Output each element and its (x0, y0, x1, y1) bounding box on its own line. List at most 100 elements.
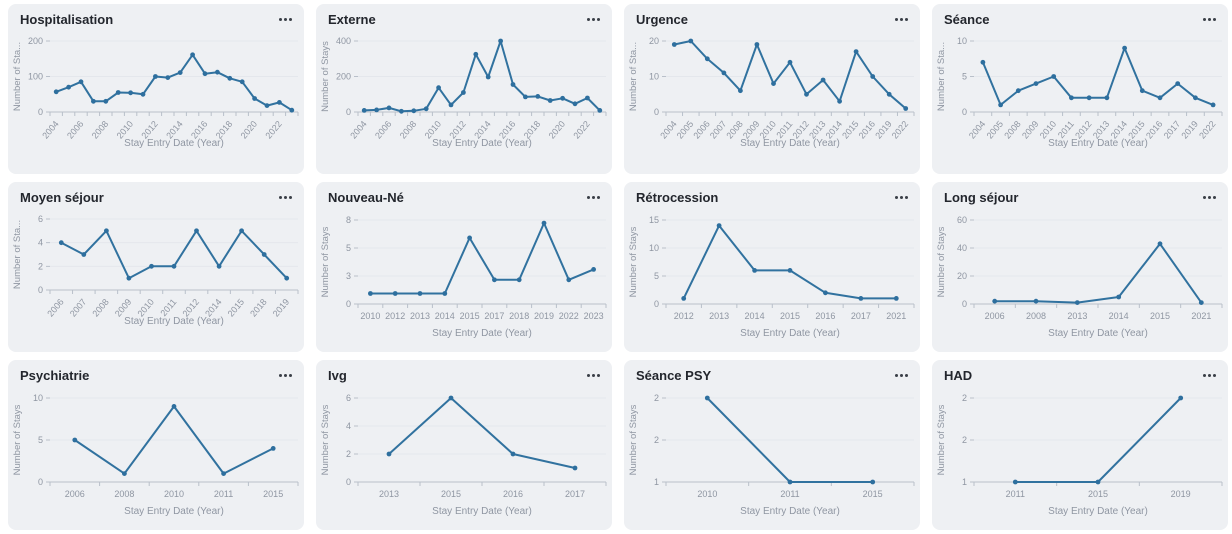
data-point[interactable] (893, 296, 899, 301)
data-point[interactable] (752, 268, 757, 273)
data-point[interactable] (1139, 88, 1145, 94)
data-point[interactable] (270, 446, 276, 451)
data-point[interactable] (837, 98, 842, 104)
data-point[interactable] (104, 228, 109, 234)
data-point[interactable] (671, 42, 677, 47)
data-point[interactable] (1095, 479, 1101, 485)
data-point[interactable] (221, 471, 227, 476)
data-point[interactable] (1033, 81, 1039, 86)
data-point[interactable] (58, 240, 64, 246)
data-point[interactable] (903, 106, 909, 111)
data-point[interactable] (126, 275, 132, 281)
data-point[interactable] (820, 77, 826, 83)
data-point[interactable] (216, 263, 222, 269)
data-point[interactable] (261, 252, 267, 257)
data-point[interactable] (591, 267, 596, 272)
data-point[interactable] (516, 277, 522, 283)
data-point[interactable] (140, 91, 146, 97)
line-chart[interactable]: 0 5 10 2006 2008 2010 2011 2015 Number of Stays S… (8, 390, 304, 526)
ellipsis-menu-icon[interactable] (279, 13, 292, 21)
data-point[interactable] (361, 108, 367, 113)
data-point[interactable] (804, 91, 809, 97)
data-point[interactable] (386, 105, 392, 111)
data-point[interactable] (704, 395, 710, 401)
data-point[interactable] (498, 38, 503, 44)
data-point[interactable] (239, 79, 245, 85)
data-point[interactable] (91, 98, 96, 104)
data-point[interactable] (1033, 298, 1039, 304)
data-point[interactable] (738, 88, 743, 94)
data-point[interactable] (215, 69, 220, 75)
data-point[interactable] (853, 49, 859, 54)
data-point[interactable] (386, 451, 392, 457)
data-point[interactable] (374, 107, 379, 113)
data-point[interactable] (1012, 479, 1018, 485)
data-point[interactable] (202, 71, 208, 77)
data-point[interactable] (81, 252, 87, 257)
data-point[interactable] (239, 228, 245, 234)
data-point[interactable] (122, 471, 127, 476)
data-point[interactable] (467, 235, 472, 241)
data-point[interactable] (128, 90, 133, 96)
data-point[interactable] (417, 291, 423, 296)
data-point[interactable] (492, 277, 497, 283)
ellipsis-menu-icon[interactable] (895, 369, 908, 377)
data-point[interactable] (436, 85, 441, 91)
data-point[interactable] (1175, 81, 1181, 86)
data-point[interactable] (1015, 88, 1021, 94)
data-point[interactable] (264, 103, 270, 108)
data-point[interactable] (153, 74, 158, 79)
data-point[interactable] (1116, 294, 1122, 300)
data-point[interactable] (399, 108, 404, 114)
data-point[interactable] (787, 59, 793, 65)
data-point[interactable] (227, 75, 233, 81)
ellipsis-menu-icon[interactable] (587, 369, 600, 377)
data-point[interactable] (886, 91, 892, 97)
data-point[interactable] (510, 82, 516, 87)
data-point[interactable] (448, 395, 454, 401)
data-point[interactable] (171, 404, 177, 409)
data-point[interactable] (149, 263, 154, 269)
data-point[interactable] (1086, 95, 1092, 101)
data-point[interactable] (165, 75, 171, 80)
data-point[interactable] (1074, 300, 1080, 305)
ellipsis-menu-icon[interactable] (895, 13, 908, 21)
data-point[interactable] (103, 98, 109, 104)
data-point[interactable] (190, 52, 196, 58)
ellipsis-menu-icon[interactable] (895, 191, 908, 199)
data-point[interactable] (823, 290, 828, 296)
data-point[interactable] (535, 94, 541, 99)
line-chart[interactable]: 0 3 5 8 2010 2012 2013 2014 2015 2017 2018 2019 2022… (316, 212, 612, 348)
data-point[interactable] (284, 275, 290, 281)
data-point[interactable] (858, 296, 864, 301)
data-point[interactable] (473, 51, 479, 57)
data-point[interactable] (289, 107, 295, 113)
ellipsis-menu-icon[interactable] (587, 13, 600, 21)
data-point[interactable] (72, 437, 78, 443)
line-chart[interactable]: 0 5 10 15 2012 2013 2014 2015 2016 2017 2021 Number… (624, 212, 920, 348)
data-point[interactable] (368, 291, 373, 296)
data-point[interactable] (442, 291, 448, 296)
data-point[interactable] (572, 101, 578, 107)
data-point[interactable] (448, 102, 454, 108)
line-chart[interactable]: 1 2 2 2010 2011 2015 Number of Stays Stay Entry… (624, 390, 920, 526)
data-point[interactable] (1104, 95, 1110, 101)
data-point[interactable] (78, 79, 84, 85)
ellipsis-menu-icon[interactable] (1203, 13, 1216, 21)
data-point[interactable] (716, 223, 722, 228)
line-chart[interactable]: 0 20 40 60 2006 2008 2013 2014 2015 2021 Number of… (932, 212, 1228, 348)
data-point[interactable] (547, 98, 553, 103)
data-point[interactable] (980, 59, 986, 65)
data-point[interactable] (392, 291, 398, 296)
data-point[interactable] (572, 465, 578, 471)
data-point[interactable] (560, 95, 565, 101)
data-point[interactable] (992, 298, 998, 304)
data-point[interactable] (1178, 395, 1184, 401)
data-point[interactable] (194, 228, 199, 234)
data-point[interactable] (870, 479, 876, 485)
data-point[interactable] (681, 296, 687, 301)
data-point[interactable] (787, 479, 793, 485)
data-point[interactable] (66, 84, 71, 90)
line-chart[interactable]: 0510200420052008200920102011201220132014… (932, 34, 1228, 170)
